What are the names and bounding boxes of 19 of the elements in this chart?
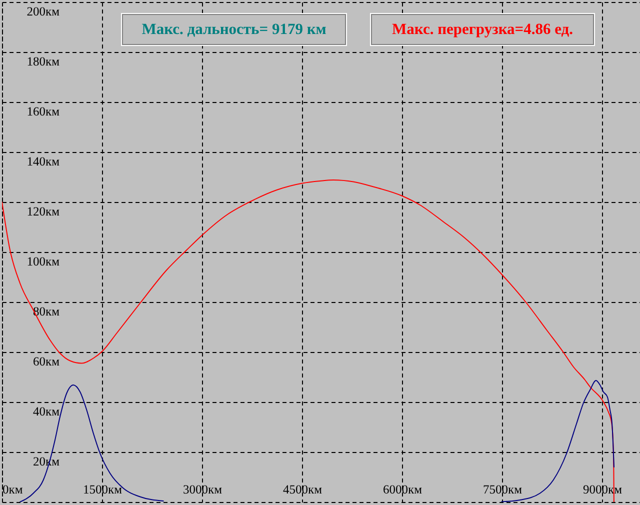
x-tick-label: 7500км bbox=[483, 482, 522, 496]
y-tick-label: 200км bbox=[26, 4, 60, 18]
y-tick-label: 100км bbox=[26, 254, 60, 268]
y-tick-label: 40км bbox=[33, 404, 60, 418]
y-tick-label: 120км bbox=[26, 204, 60, 218]
x-tick-label: 0км bbox=[2, 482, 23, 496]
x-tick-label: 3000км bbox=[183, 482, 222, 496]
annotation: Макс. перегрузка=4.86 ед. bbox=[392, 20, 573, 38]
y-tick-label: 60км bbox=[33, 354, 60, 368]
y-tick-label: 160км bbox=[26, 104, 60, 118]
text-box: Макс. перегрузка=4.86 ед. bbox=[371, 14, 594, 45]
text-box: Макс. дальность= 9179 км bbox=[122, 14, 346, 45]
annotation: Макс. дальность= 9179 км bbox=[142, 20, 326, 38]
y-tick-label: 80км bbox=[33, 304, 60, 318]
x-tick-label: 4500км bbox=[283, 482, 322, 496]
x-tick-label: 6000км bbox=[383, 482, 422, 496]
y-tick-label: 140км bbox=[26, 154, 60, 168]
y-tick-label: 180км bbox=[26, 54, 60, 68]
x-tick-label: 1500км bbox=[83, 482, 122, 496]
